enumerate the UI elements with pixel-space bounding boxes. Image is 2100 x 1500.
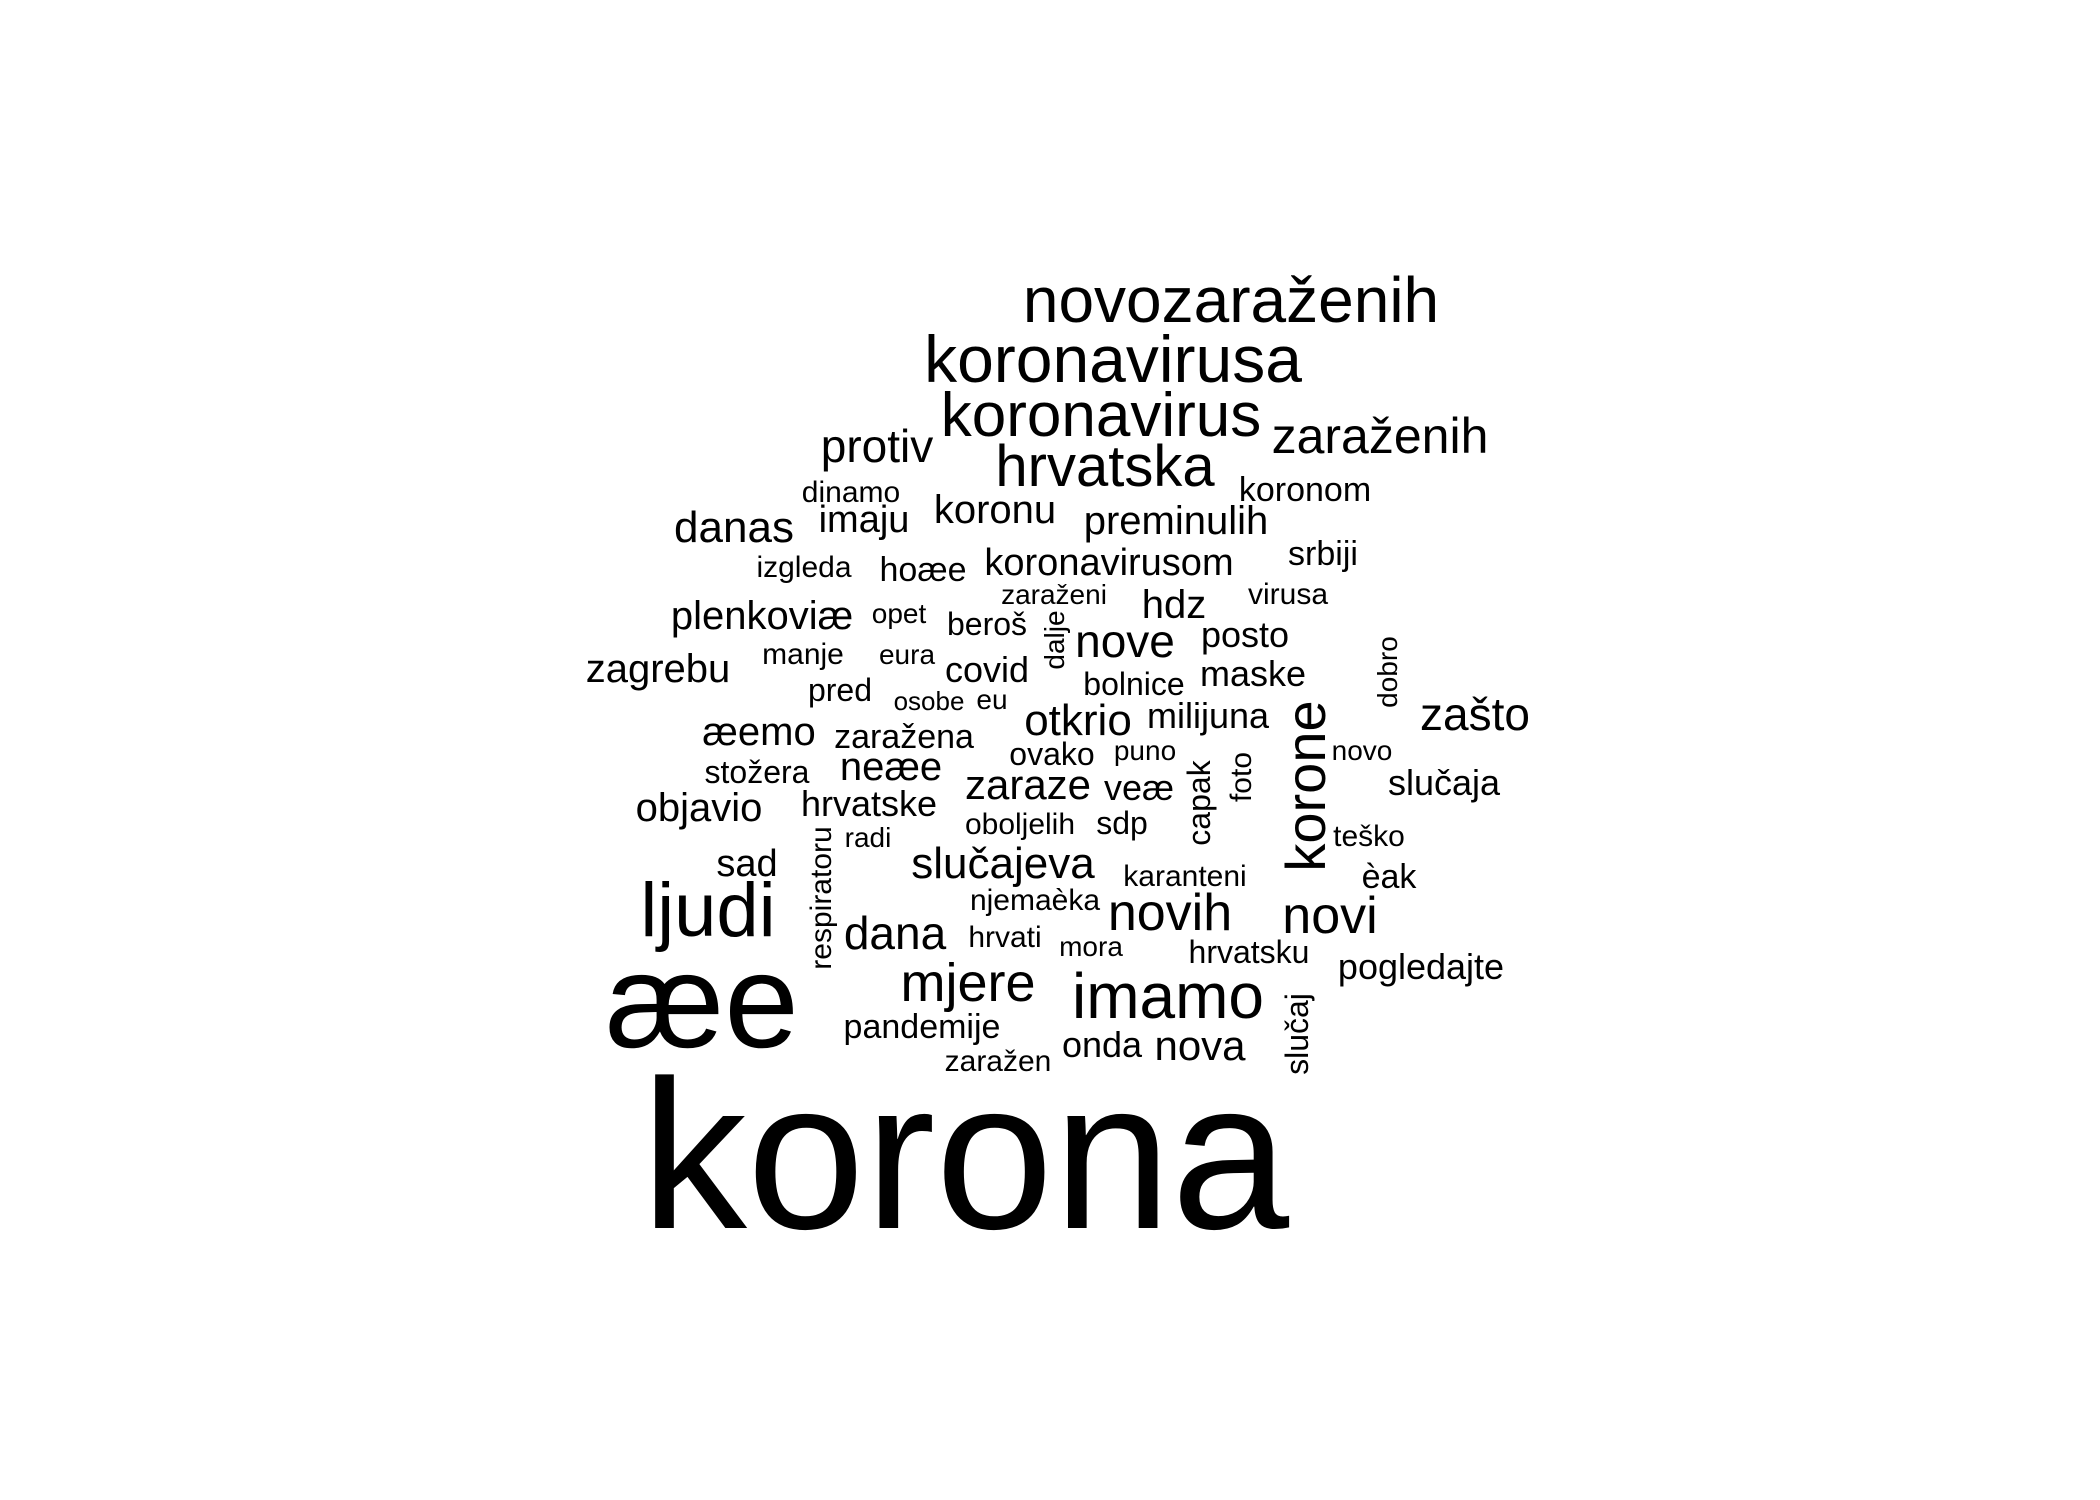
word-koronavirus: koronavirus [940,381,1262,450]
word-puno: puno [1113,735,1177,766]
word-radi: radi [844,822,892,853]
word-koronu: koronu [933,488,1057,532]
word-ljudi: ljudi [640,868,776,953]
word-onda: onda [1061,1024,1143,1065]
word-eak: èak [1361,858,1417,896]
word-protiv: protiv [820,420,934,472]
word-otkrio: otkrio [1024,696,1132,745]
word-ae: æe [605,927,799,1076]
word-hrvati: hrvati [968,921,1042,954]
word-virusa: virusa [1247,578,1329,611]
word-stozera: stožera [704,754,810,790]
word-imaju: imaju [818,499,910,541]
word-ovako: ovako [1009,736,1095,772]
word-dalje: dalje [1039,610,1070,670]
word-eu: eu [976,684,1008,715]
word-veae: veæ [1103,767,1175,808]
word-objavio: objavio [635,786,763,830]
word-opet: opet [871,598,927,629]
word-oboljelih: oboljelih [964,808,1076,841]
word-slucaja: slučaja [1387,762,1501,803]
word-hrvatska: hrvatska [995,434,1215,499]
word-beros: beroš [946,606,1028,642]
word-maske: maske [1199,653,1307,694]
word-srbiji: srbiji [1288,535,1358,573]
word-danas: danas [674,503,794,552]
word-novozarazenih: novozaraženih [1022,264,1440,336]
word-mora: mora [1059,931,1123,962]
word-zarazenih: zaraženih [1271,408,1489,464]
word-koronavirusa: koronavirusa [924,322,1302,396]
word-osobe: osobe [893,686,965,716]
word-tesko: teško [1333,820,1405,853]
word-zarazeni: zaraženi [1001,579,1107,610]
word-manje: manje [762,638,844,671]
word-bolnice: bolnice [1083,666,1185,702]
word-plenkoviae: plenkoviæ [670,594,854,638]
word-karanteni: karanteni [1123,860,1247,893]
word-nove: nove [1075,615,1175,667]
word-eura: eura [878,639,936,670]
word-koronavirusom: koronavirusom [984,542,1234,584]
word-novih: novih [1107,884,1233,942]
word-preminulih: preminulih [1083,499,1269,543]
word-sdp: sdp [1096,805,1148,841]
word-slucajeva: slučajeva [911,839,1095,888]
word-dinamo: dinamo [801,476,901,509]
word-korona: korona [640,1036,1290,1273]
word-neaee: neæe [839,745,943,789]
word-koronom: koronom [1238,471,1372,509]
word-respiratoru: respiratoru [805,826,838,970]
word-zasto: zašto [1420,688,1530,740]
word-dobro: dobro [1372,636,1403,708]
word-zaraze: zaraze [964,761,1092,808]
word-aeemo: æemo [702,710,816,754]
word-pred: pred [807,672,873,708]
word-novo: novo [1331,735,1393,766]
word-posto: posto [1200,614,1290,655]
word-hoaee: hoæe [879,551,967,589]
word-pogledajte: pogledajte [1337,946,1505,987]
word-pandemije: pandemije [843,1008,1001,1046]
word-dana: dana [843,907,947,959]
word-njemaeka: njemaèka [969,884,1101,917]
word-hrvatsku: hrvatsku [1188,934,1310,970]
word-mjere: mjere [900,953,1036,1013]
word-nova: nova [1154,1022,1246,1069]
word-novi: novi [1282,887,1378,945]
word-zagrebu: zagrebu [585,647,731,691]
word-foto: foto [1225,751,1258,803]
word-hdz: hdz [1141,583,1207,627]
word-hrvatske: hrvatske [800,783,938,824]
word-sad: sad [716,843,778,885]
word-milijuna: milijuna [1146,695,1270,736]
word-capak: capak [1181,760,1217,846]
word-korone: korone [1274,700,1337,872]
word-izgleda: izgleda [756,551,852,584]
word-zarazena: zaražena [834,718,974,756]
word-zarazen: zaražen [944,1045,1052,1078]
word-slucaj: slučaj [1279,993,1315,1075]
word-covid: covid [944,649,1030,690]
word-imamo: imamo [1071,960,1265,1032]
